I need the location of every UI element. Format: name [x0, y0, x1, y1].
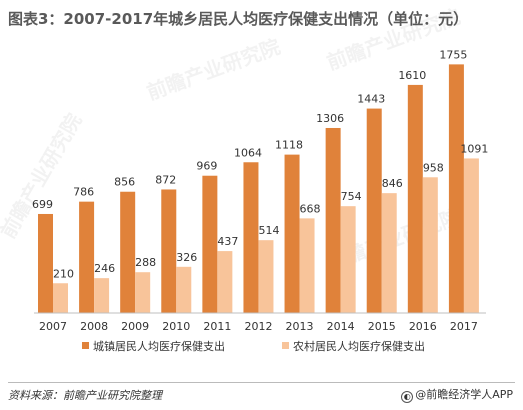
source-note: 资料来源：前瞻产业研究院整理 — [8, 389, 162, 402]
bar-rural-2017 — [463, 158, 479, 313]
bar-urban-2014 — [325, 127, 341, 313]
bar-urban-2007 — [38, 213, 53, 313]
bar-rural-2014 — [340, 206, 356, 313]
data-label-rural-2015: 846 — [382, 177, 403, 190]
bar-chart: 前瞻产业研究院前瞻产业研究院前瞻产业研究院前瞻产业研究院 69921078624… — [0, 4, 488, 353]
bar-urban-2013 — [284, 154, 300, 313]
x-tick-2009: 2009 — [121, 320, 149, 333]
x-tick-2014: 2014 — [327, 320, 355, 333]
data-label-rural-2010: 326 — [176, 251, 197, 264]
data-label-rural-2014: 754 — [341, 190, 362, 203]
x-tick-2016: 2016 — [409, 320, 437, 333]
bar-urban-2011 — [202, 175, 218, 313]
data-label-rural-2007: 210 — [53, 267, 74, 280]
data-label-rural-2012: 514 — [258, 224, 279, 237]
bar-rural-2013 — [299, 218, 315, 313]
footer-divider — [8, 382, 515, 383]
bar-urban-2010 — [161, 189, 177, 313]
bar-rural-2011 — [217, 251, 233, 313]
bar-rural-2012 — [258, 240, 274, 313]
bar-rural-2010 — [176, 266, 192, 313]
x-tick-2012: 2012 — [244, 320, 272, 333]
data-label-urban-2011: 969 — [196, 160, 217, 173]
bar-rural-2007 — [53, 283, 68, 313]
legend-swatch-rural — [282, 342, 289, 349]
data-label-rural-2011: 437 — [217, 235, 238, 248]
data-label-rural-2013: 668 — [300, 202, 321, 215]
data-label-rural-2017: 1091 — [460, 142, 488, 155]
x-tick-2008: 2008 — [80, 320, 108, 333]
data-label-urban-2010: 872 — [155, 173, 176, 186]
x-tick-2007: 2007 — [39, 320, 67, 333]
legend-label-rural: 农村居民人均医疗保健支出 — [293, 339, 425, 353]
data-label-urban-2014: 1306 — [316, 112, 344, 125]
data-label-urban-2009: 856 — [114, 176, 135, 189]
qianzhan-logo-icon: ◐ — [401, 391, 414, 403]
x-tick-2011: 2011 — [203, 320, 231, 333]
legend-label-urban: 城镇居民人均医疗保健支出 — [93, 339, 225, 353]
bar-urban-2012 — [243, 162, 259, 313]
bar-rural-2009 — [135, 272, 151, 313]
bar-urban-2009 — [120, 191, 136, 313]
bar-urban-2017 — [448, 64, 464, 313]
data-label-urban-2007: 699 — [32, 198, 53, 211]
x-tick-2013: 2013 — [286, 320, 314, 333]
x-tick-2010: 2010 — [162, 320, 190, 333]
data-label-rural-2016: 958 — [423, 161, 444, 174]
chart-title: 图表3：2007-2017年城乡居民人均医疗保健支出情况（单位：元） — [8, 10, 469, 28]
watermark-text: 前瞻产业研究院 — [324, 4, 464, 74]
legend: 城镇居民人均医疗保健支出 农村居民人均医疗保健支出 — [82, 339, 425, 353]
bar-urban-2008 — [79, 201, 95, 313]
bar-rural-2015 — [381, 193, 397, 313]
data-label-urban-2015: 1443 — [357, 93, 385, 106]
data-label-urban-2017: 1755 — [439, 48, 467, 61]
credit: ◐ @前瞻经济学人APP — [401, 386, 513, 403]
data-label-rural-2008: 246 — [94, 262, 115, 275]
bar-rural-2008 — [94, 278, 110, 313]
x-tick-2017: 2017 — [450, 320, 478, 333]
data-label-urban-2008: 786 — [73, 186, 94, 199]
watermark-text: 前瞻产业研究院 — [144, 34, 284, 104]
data-label-urban-2016: 1610 — [398, 69, 426, 82]
bar-urban-2016 — [407, 84, 423, 314]
data-label-urban-2012: 1064 — [234, 146, 262, 159]
x-tick-labels: 2007 2008 2009 2010 2011 2012 2013 2014 2015 2016… — [39, 320, 478, 333]
data-label-urban-2013: 1118 — [275, 139, 303, 152]
bars-group: 699 210 786 246 856 288 872 326 969 437 1064 514 111… — [32, 48, 488, 314]
x-tick-2015: 2015 — [368, 320, 396, 333]
credit-text: @前瞻经济学人APP — [415, 388, 513, 401]
bar-urban-2015 — [366, 108, 382, 313]
data-label-rural-2009: 288 — [135, 256, 156, 269]
bar-rural-2016 — [422, 177, 438, 313]
legend-swatch-urban — [82, 342, 89, 349]
